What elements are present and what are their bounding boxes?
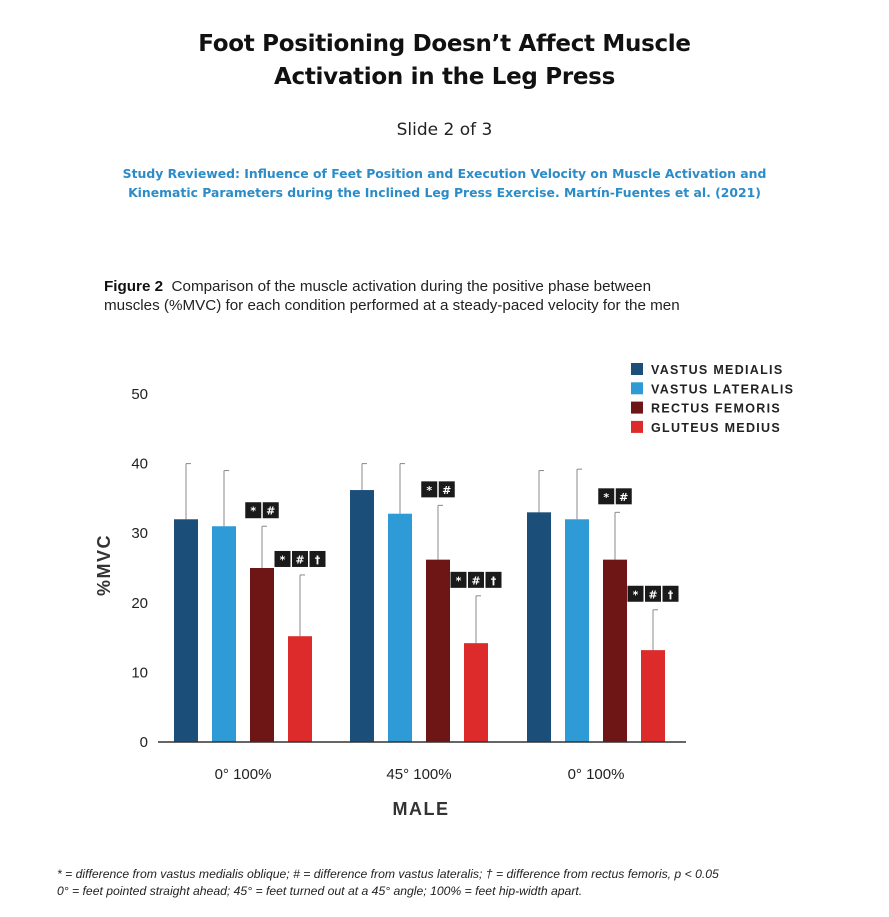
- significance-marker: *: [426, 484, 432, 497]
- bar: [426, 559, 450, 742]
- y-tick-label: 0: [140, 734, 148, 751]
- x-axis-title: MALE: [393, 799, 450, 819]
- y-tick-label: 30: [131, 525, 148, 542]
- footnote: * = difference from vastus medialis obli…: [57, 866, 877, 900]
- bar: [565, 519, 589, 742]
- study-line-1: Study Reviewed: Influence of Feet Positi…: [122, 166, 767, 181]
- significance-marker: #: [619, 491, 628, 504]
- bar: [603, 559, 627, 742]
- x-tick-label: 45° 100%: [386, 766, 451, 783]
- figure-caption: Figure 2 Comparison of the muscle activa…: [104, 277, 804, 315]
- title-line-2: Activation in the Leg Press: [274, 64, 615, 90]
- significance-marker-box: [421, 481, 438, 498]
- bar: [464, 643, 488, 742]
- figure-label: Figure 2: [104, 278, 164, 295]
- bar: [527, 512, 551, 742]
- significance-marker-box: [615, 488, 632, 505]
- y-tick-label: 20: [131, 595, 148, 612]
- significance-marker-box: [468, 571, 484, 588]
- footnote-line-2: 0° = feet pointed straight ahead; 45° = …: [57, 884, 583, 898]
- significance-marker: #: [266, 505, 275, 518]
- significance-marker: *: [633, 588, 639, 601]
- legend-swatch: [631, 401, 643, 414]
- bar: [174, 519, 198, 742]
- significance-marker: †: [668, 588, 674, 601]
- caption-line-1: Comparison of the muscle activation duri…: [171, 278, 652, 295]
- significance-marker-box: [262, 502, 279, 519]
- legend-label: VASTUS MEDIALIS: [651, 363, 783, 377]
- study-reference: Study Reviewed: Influence of Feet Positi…: [0, 164, 889, 202]
- y-axis-title: %MVC: [94, 534, 114, 596]
- significance-marker: #: [295, 553, 304, 566]
- caption-line-2: muscles (%MVC) for each condition perfor…: [104, 297, 680, 314]
- legend-label: GLUTEUS MEDIUS: [651, 421, 781, 435]
- page-title: Foot Positioning Doesn’t Affect Muscle A…: [0, 28, 889, 94]
- legend-label: VASTUS LATERALIS: [651, 382, 794, 396]
- significance-marker: #: [471, 574, 480, 587]
- significance-marker: #: [648, 588, 657, 601]
- bar: [641, 650, 665, 742]
- footnote-line-1: * = difference from vastus medialis obli…: [57, 867, 719, 881]
- y-tick-label: 40: [131, 456, 148, 473]
- significance-marker: †: [315, 553, 321, 566]
- study-line-2: Kinematic Parameters during the Inclined…: [128, 185, 761, 200]
- significance-marker-box: [662, 585, 679, 602]
- significance-marker-box: [598, 488, 615, 505]
- x-tick-label: 0° 100%: [568, 766, 625, 783]
- significance-marker-box: [645, 585, 661, 602]
- bar: [388, 513, 412, 742]
- legend-label: RECTUS FEMORIS: [651, 402, 781, 416]
- significance-marker: †: [491, 574, 497, 587]
- legend-swatch: [631, 420, 643, 433]
- significance-marker-box: [438, 481, 455, 498]
- significance-marker-box: [292, 550, 308, 567]
- bar: [250, 568, 274, 742]
- title-line-1: Foot Positioning Doesn’t Affect Muscle: [198, 31, 691, 57]
- y-tick-label: 10: [131, 664, 148, 681]
- x-tick-label: 0° 100%: [215, 766, 272, 783]
- bar: [212, 526, 236, 742]
- significance-marker: *: [456, 574, 462, 587]
- significance-marker-box: [627, 585, 644, 602]
- significance-marker: *: [250, 505, 256, 518]
- legend-swatch: [631, 382, 643, 395]
- slide-indicator: Slide 2 of 3: [396, 120, 493, 140]
- significance-marker-box: [485, 571, 502, 588]
- significance-marker-box: [274, 550, 291, 567]
- significance-marker: #: [442, 484, 451, 497]
- significance-marker-box: [245, 502, 262, 519]
- significance-marker-box: [450, 571, 467, 588]
- legend-swatch: [631, 363, 643, 375]
- significance-marker-box: [309, 550, 326, 567]
- y-tick-label: 50: [131, 386, 148, 403]
- significance-marker: *: [603, 491, 609, 504]
- bar: [350, 490, 374, 742]
- bar: [288, 636, 312, 742]
- significance-marker: *: [280, 553, 286, 566]
